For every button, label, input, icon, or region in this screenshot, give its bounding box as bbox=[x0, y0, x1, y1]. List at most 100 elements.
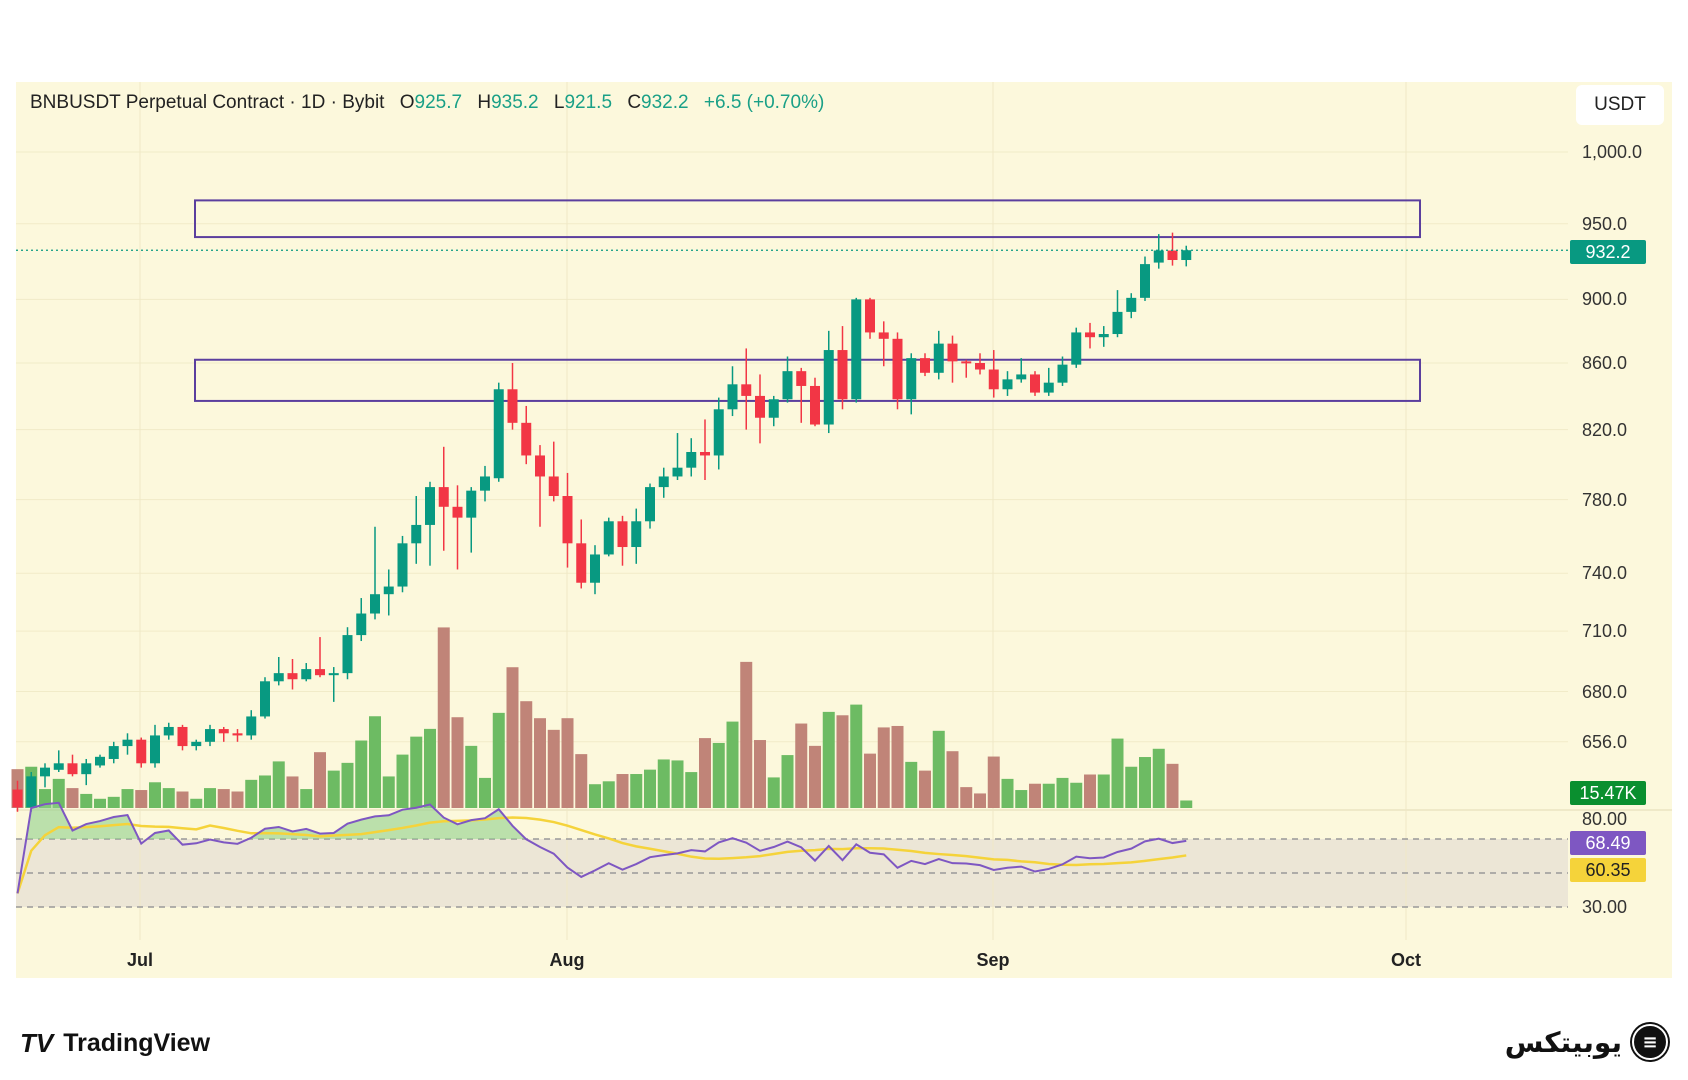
volume-bar bbox=[836, 715, 849, 808]
time-tick-label: Jul bbox=[126, 950, 154, 970]
volume-bar bbox=[919, 770, 931, 808]
candle-body bbox=[906, 358, 917, 400]
rsi-value-tag: 68.49 bbox=[1570, 831, 1646, 855]
price-tick-label: 656.0 bbox=[1582, 731, 1628, 752]
volume-bar bbox=[864, 753, 876, 808]
candle-body bbox=[947, 343, 958, 362]
candle-body bbox=[837, 350, 848, 400]
volume-bar bbox=[162, 788, 175, 808]
volume-bar bbox=[754, 740, 766, 808]
tradingview-label: TradingView bbox=[63, 1029, 211, 1057]
volume-bar bbox=[231, 791, 244, 808]
candle-body bbox=[865, 299, 875, 333]
chart-legend: BNBUSDT Perpetual Contract · 1D · Bybit … bbox=[30, 92, 825, 113]
time-tick-label: Oct bbox=[1390, 950, 1422, 970]
candle-body bbox=[920, 358, 930, 373]
volume-bar bbox=[520, 701, 533, 808]
volume-bar bbox=[616, 774, 629, 808]
candle-body bbox=[975, 363, 985, 370]
volume-bar bbox=[121, 789, 134, 808]
tradingview-watermark: TV TradingView bbox=[20, 1028, 210, 1059]
volume-bar bbox=[410, 736, 423, 808]
close-value: 932.2 bbox=[641, 92, 689, 113]
candle-body bbox=[1043, 382, 1054, 393]
volume-bar bbox=[699, 738, 711, 808]
candle-body bbox=[356, 613, 367, 636]
volume-bar bbox=[369, 716, 381, 808]
volume-bar bbox=[492, 712, 505, 808]
volume-bar bbox=[341, 762, 354, 808]
price-tick-label: 680.0 bbox=[1582, 681, 1628, 702]
candle-body bbox=[631, 521, 642, 548]
candle-body bbox=[480, 476, 490, 491]
candle-body bbox=[507, 389, 518, 423]
time-tick-label: Sep bbox=[976, 950, 1010, 970]
candle-body bbox=[493, 389, 504, 479]
volume-bar bbox=[1152, 748, 1165, 808]
volume-bar bbox=[245, 779, 258, 808]
volume-bar bbox=[135, 790, 148, 808]
volume-bar bbox=[217, 789, 230, 808]
volume-bar bbox=[396, 754, 409, 808]
volume-bar bbox=[52, 778, 65, 808]
volume-bar bbox=[1029, 783, 1041, 808]
volume-bar bbox=[630, 774, 643, 808]
candle-body bbox=[191, 741, 202, 747]
volume-bar bbox=[314, 752, 326, 808]
candle-body bbox=[892, 338, 903, 400]
price-tick-label: 900.0 bbox=[1582, 289, 1628, 310]
volume-bar bbox=[589, 784, 601, 808]
candle-body bbox=[163, 726, 174, 736]
candle-body bbox=[232, 733, 243, 736]
candle-body bbox=[700, 451, 710, 456]
volume-bar bbox=[575, 754, 588, 808]
volume-bar bbox=[960, 787, 973, 808]
candle-body bbox=[645, 487, 655, 522]
candle-body bbox=[1167, 250, 1178, 261]
candle-body bbox=[1016, 374, 1027, 380]
candle-body bbox=[1153, 250, 1164, 263]
candle-body bbox=[741, 384, 752, 396]
candle-body bbox=[1140, 264, 1150, 298]
rsi-tick-30: 30.00 bbox=[1582, 897, 1628, 917]
candle-body bbox=[315, 669, 325, 676]
candle-body bbox=[108, 746, 119, 759]
candle-body bbox=[851, 299, 862, 400]
rsi-line bbox=[16, 801, 1187, 894]
volume-bar bbox=[465, 745, 478, 808]
candle-body bbox=[67, 763, 78, 775]
volume-bar bbox=[1125, 766, 1138, 808]
price-tick-label: 710.0 bbox=[1582, 621, 1628, 642]
volume-bar bbox=[286, 776, 299, 808]
brand-name: یوبیتکس bbox=[1504, 1025, 1622, 1059]
volume-bar bbox=[80, 793, 93, 808]
candle-body bbox=[521, 422, 532, 456]
volume-bar bbox=[1015, 790, 1028, 808]
volume-bar bbox=[355, 740, 368, 808]
volume-bar bbox=[176, 791, 189, 808]
candle-body bbox=[301, 669, 312, 680]
volume-bar bbox=[437, 627, 450, 808]
volume-bar bbox=[685, 772, 698, 808]
volume-bar bbox=[1001, 778, 1014, 808]
volume-bar bbox=[671, 760, 684, 808]
low-value: 921.5 bbox=[564, 92, 613, 113]
candle-body bbox=[370, 594, 380, 614]
price-tick-label: 820.0 bbox=[1582, 419, 1628, 440]
volume-bar bbox=[506, 667, 519, 808]
candle-body bbox=[548, 476, 559, 497]
currency-button[interactable]: USDT bbox=[1576, 85, 1664, 125]
volume-bar bbox=[781, 755, 794, 808]
candle-body bbox=[727, 384, 738, 410]
candle-body bbox=[81, 763, 92, 775]
volume-bar bbox=[1111, 738, 1124, 808]
candle-body bbox=[672, 467, 683, 477]
candle-body bbox=[810, 385, 820, 425]
candle-body bbox=[246, 716, 257, 736]
volume-bar bbox=[1097, 774, 1110, 808]
price-tick-label: 950.0 bbox=[1582, 213, 1628, 234]
volume-bar bbox=[644, 769, 656, 808]
volume-bar bbox=[451, 717, 464, 808]
candle-body bbox=[1071, 332, 1082, 365]
